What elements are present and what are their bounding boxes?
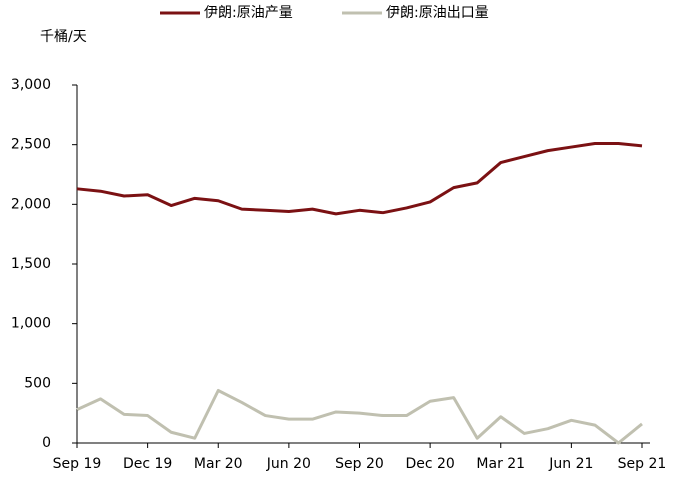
y-tick-label: 2,000 [11,196,51,212]
legend-label: 伊朗:原油出口量 [386,5,489,21]
x-tick-label: Sep 19 [53,456,102,472]
series-line [76,388,643,445]
y-tick-label: 1,000 [11,316,51,332]
y-tick-label: 1,500 [11,256,51,272]
y-tick-label: 0 [42,435,51,451]
y-tick-label: 2,500 [11,137,51,153]
x-tick-label: Sep 21 [618,456,667,472]
x-tick-label: Sep 20 [335,456,384,472]
x-tick-label: Jun 21 [548,456,593,472]
x-tick-label: Dec 19 [123,456,172,472]
x-tick-label: Mar 21 [476,456,525,472]
x-tick-label: Mar 20 [194,456,243,472]
series-line [76,141,643,216]
legend-label: 伊朗:原油产量 [204,5,293,21]
y-tick-label: 500 [24,375,51,391]
x-tick-label: Jun 20 [266,456,311,472]
x-tick-label: Dec 20 [405,456,454,472]
y-axis-label: 千桶/天 [40,29,87,45]
y-tick-label: 3,000 [11,77,51,93]
